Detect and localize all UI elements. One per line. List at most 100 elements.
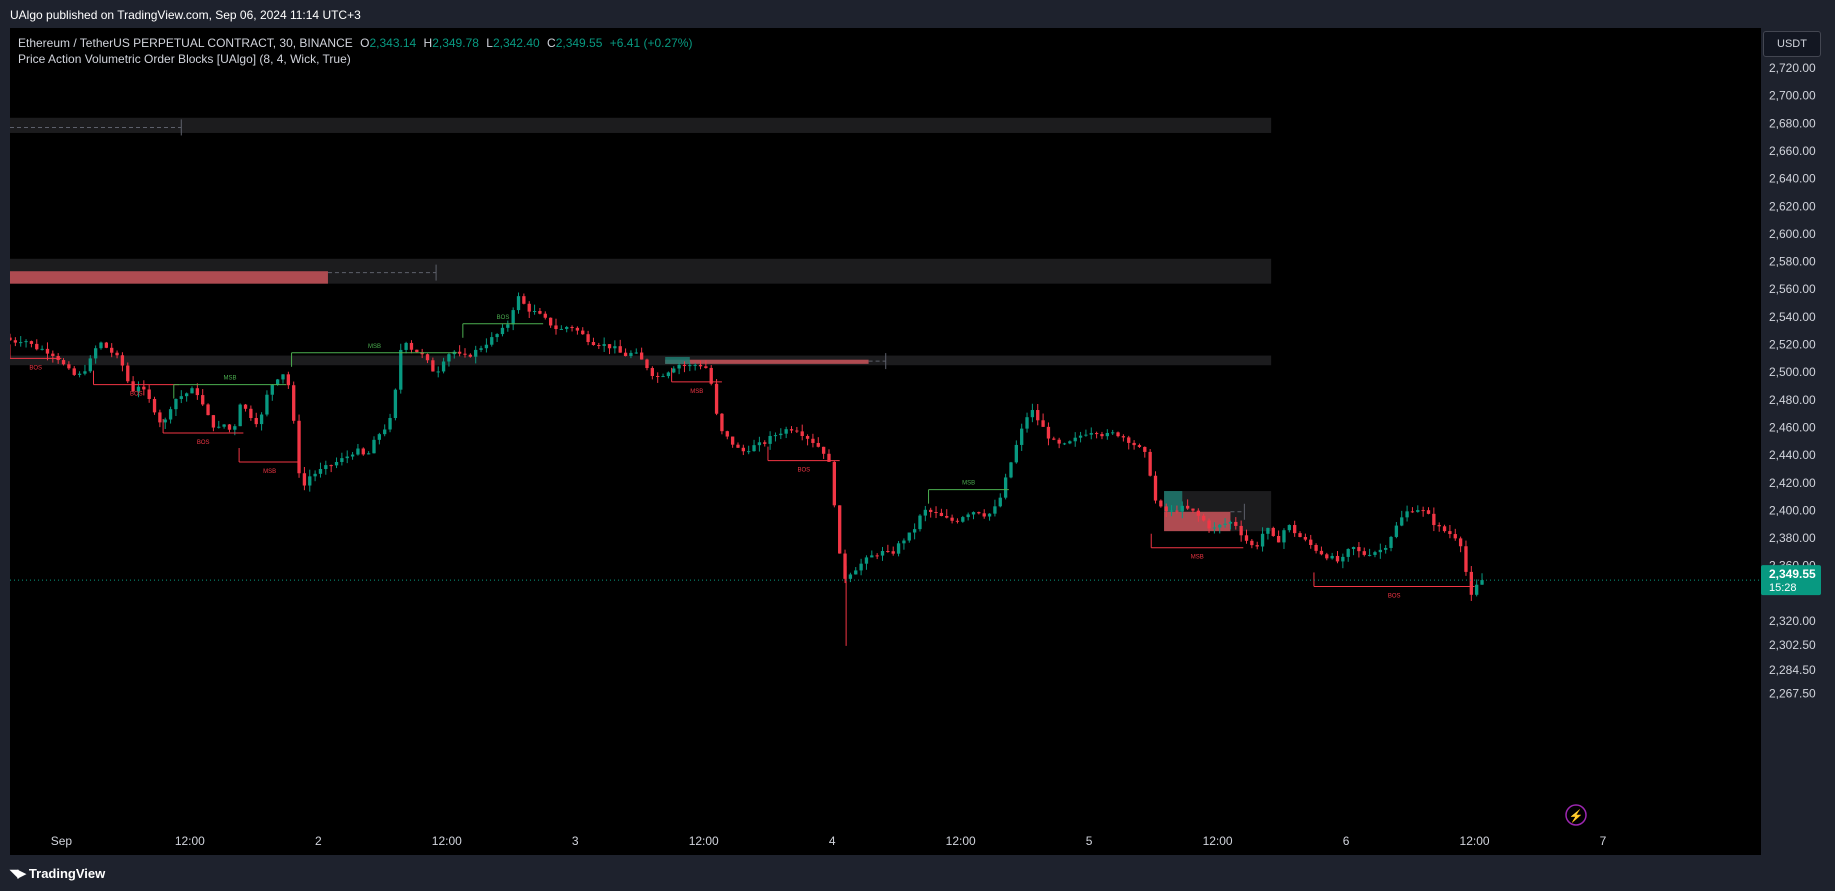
open-label: O xyxy=(360,36,370,50)
bullish-candle xyxy=(516,296,521,311)
bullish-candle xyxy=(179,396,183,400)
bullish-candle xyxy=(1014,444,1018,463)
bullish-candle xyxy=(666,372,671,377)
lightning-icon-ring xyxy=(1565,804,1587,826)
bullish-candle xyxy=(1346,549,1350,557)
candles xyxy=(10,292,1484,646)
bullish-candle xyxy=(233,426,237,430)
structure-label-msb: MSB xyxy=(962,481,975,487)
lightning-icon-glyph: ⚡ xyxy=(1569,809,1584,823)
bullish-candle xyxy=(281,374,285,380)
bullish-candle xyxy=(1180,505,1184,512)
price-chart[interactable]: BOS BOS MSB BOS MSB MSB BOS MSB BOS MSB MSB BOS Sep 1… xyxy=(10,28,1761,855)
bearish-candle xyxy=(645,359,649,369)
y-tick-label: 2,580.00 xyxy=(1769,255,1816,269)
chart-area[interactable]: BOS BOS MSB BOS MSB MSB BOS MSB BOS MSB MSB BOS Sep 1… xyxy=(10,28,1761,855)
bearish-candle xyxy=(1276,535,1281,543)
bearish-candle xyxy=(698,364,703,367)
bullish-candle xyxy=(987,513,992,517)
bullish-candle xyxy=(372,439,376,454)
bullish-candle xyxy=(1009,462,1013,478)
low-label: L xyxy=(486,36,493,50)
x-tick-label: Sep xyxy=(51,834,73,848)
bullish-candle xyxy=(971,512,976,515)
bullish-candle xyxy=(864,557,869,564)
bearish-candle xyxy=(1175,510,1179,512)
bullish-candle xyxy=(217,426,221,428)
bullish-candle xyxy=(265,394,269,415)
y-tick-label: 2,700.00 xyxy=(1769,89,1816,103)
y-tick-label: 2,520.00 xyxy=(1769,338,1816,352)
chart-legend: Ethereum / TetherUS PERPETUAL CONTRACT, … xyxy=(18,35,692,67)
bearish-candle xyxy=(1196,510,1200,516)
bearish-candle xyxy=(468,354,473,357)
indicator-row[interactable]: Price Action Volumetric Order Blocks [UA… xyxy=(18,51,692,67)
bearish-candle xyxy=(934,511,938,513)
bearish-candle xyxy=(805,436,810,439)
bearish-candle xyxy=(586,334,590,343)
bullish-candle xyxy=(345,456,349,459)
bullish-candle xyxy=(222,424,226,427)
x-tick-label: 12:00 xyxy=(175,834,205,848)
bullish-candle xyxy=(1400,517,1404,526)
bearish-candle xyxy=(1148,451,1152,476)
x-tick-label: 3 xyxy=(572,834,579,848)
bearish-candle xyxy=(725,431,729,437)
bullish-candle xyxy=(854,570,858,575)
y-tick-label: 2,460.00 xyxy=(1769,420,1816,434)
y-tick-label: 2,400.00 xyxy=(1769,503,1816,517)
symbol-title[interactable]: Ethereum / TetherUS PERPETUAL CONTRACT, … xyxy=(18,36,353,50)
bearish-candle xyxy=(1207,520,1211,529)
bullish-candle xyxy=(474,349,478,357)
x-tick-label: 6 xyxy=(1343,834,1350,848)
bearish-candle xyxy=(1437,525,1441,527)
bullish-candle xyxy=(1475,584,1479,595)
bearish-candle xyxy=(431,360,435,372)
bearish-candle xyxy=(1410,511,1415,513)
bullish-candle xyxy=(484,344,489,349)
price-tag xyxy=(1761,565,1821,596)
bullish-candle xyxy=(495,334,499,338)
bullish-candle xyxy=(174,399,178,410)
bullish-candle xyxy=(441,361,446,372)
structure-label-msb: MSB xyxy=(223,376,236,382)
bearish-candle xyxy=(548,317,553,326)
structure-label-bos: BOS xyxy=(1388,593,1401,599)
bearish-candle xyxy=(955,520,960,522)
price-axis[interactable]: 2,720.00 2,700.00 2,680.00 2,660.00 2,640.00… xyxy=(1761,28,1835,855)
bearish-candle xyxy=(1153,475,1158,501)
bearish-candle xyxy=(800,431,804,437)
bullish-candle xyxy=(1282,530,1286,543)
bullish-candle xyxy=(1405,511,1409,518)
bullish-candle xyxy=(479,348,483,350)
tradingview-logo[interactable]: ◥▶ TradingView xyxy=(10,866,105,881)
bearish-candle xyxy=(415,349,419,353)
bullish-candle xyxy=(880,550,885,556)
bullish-candle xyxy=(136,386,141,392)
bearish-candle xyxy=(1255,545,1259,547)
bearish-candle xyxy=(1202,515,1206,521)
indicator-title[interactable]: Price Action Volumetric Order Blocks [UA… xyxy=(18,52,351,66)
bearish-candle xyxy=(1127,437,1131,443)
bearish-candle xyxy=(709,367,713,384)
bearish-candle xyxy=(227,424,232,430)
bullish-candle xyxy=(163,419,167,423)
bullish-candle xyxy=(966,514,970,518)
bullish-candle xyxy=(1416,510,1420,512)
currency-button[interactable]: USDT xyxy=(1763,31,1821,57)
price-tag-countdown: 15:28 xyxy=(1769,582,1797,594)
bearish-candle xyxy=(554,325,558,330)
bullish-order-block xyxy=(1164,491,1183,512)
bearish-candle xyxy=(1464,546,1468,572)
lightning-icon[interactable]: ⚡ xyxy=(1565,804,1587,826)
bullish-candle xyxy=(1111,432,1115,434)
bearish-candle xyxy=(131,381,135,392)
bullish-candle xyxy=(634,352,638,354)
bearish-candle xyxy=(211,415,216,428)
bearish-candle xyxy=(1100,434,1104,437)
bearish-candle xyxy=(736,444,740,448)
bullish-candle xyxy=(318,468,323,474)
close-label: C xyxy=(547,36,556,50)
structure-label-msb: MSB xyxy=(263,469,276,475)
x-tick-label: 5 xyxy=(1086,834,1093,848)
